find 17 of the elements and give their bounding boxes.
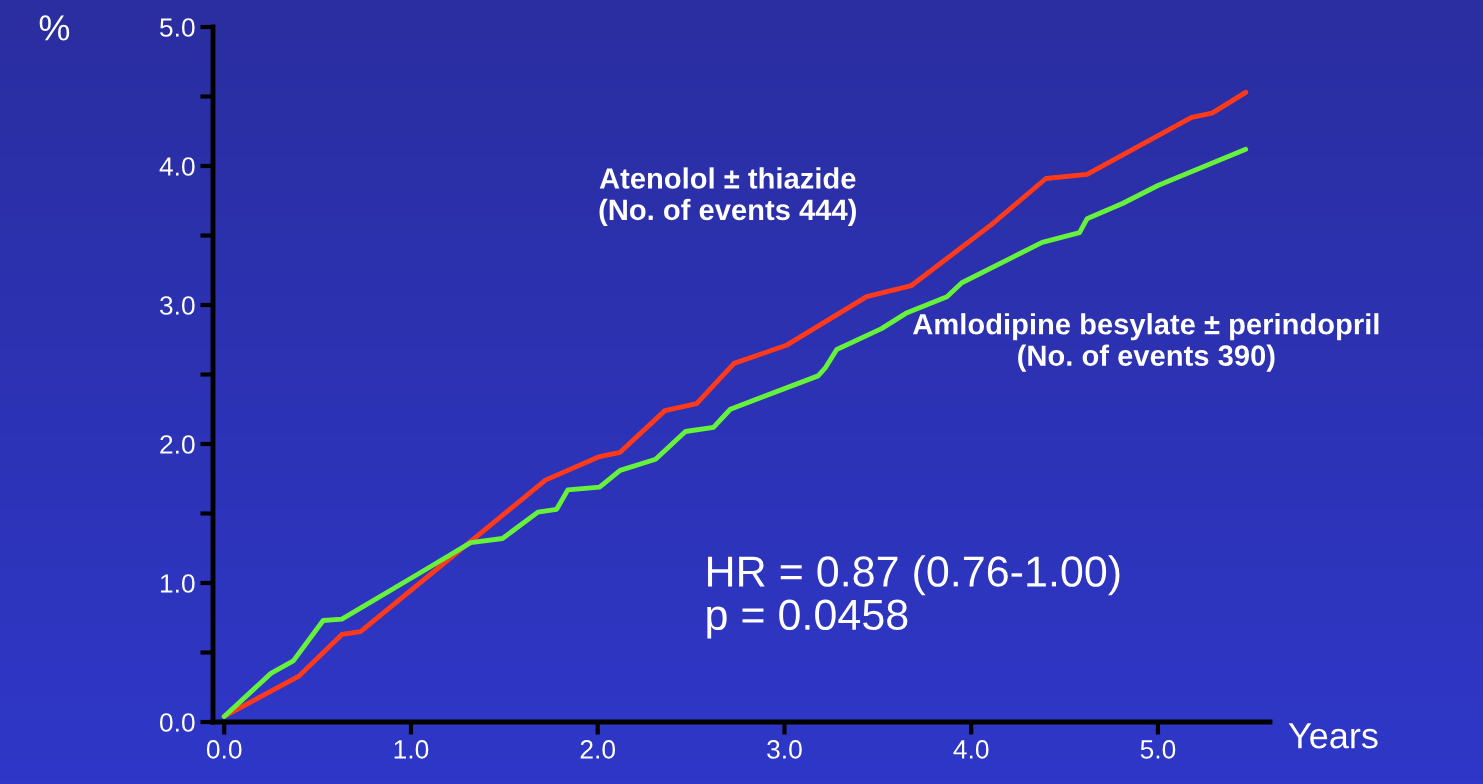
y-tick-label: 1.0 — [160, 574, 195, 593]
annotation: HR = 0.87 (0.76-1.00) p = 0.0458 — [707, 555, 1120, 639]
x-axis-title: Years — [1288, 723, 1378, 749]
x-tick-label: 0.0 — [206, 740, 242, 759]
y-axis-title: % — [39, 15, 70, 41]
y-tick-label: 5.0 — [160, 18, 195, 37]
text: Atenolol ± thiazide (No. of events 444) — [599, 167, 856, 226]
x-tick-label: 4.0 — [953, 740, 989, 759]
y-tick-label: 4.0 — [159, 157, 195, 176]
x-tick-label: 1.0 — [394, 740, 429, 759]
series-label: Amlodipine besylate ± perindopril (No. of events 390) — [912, 313, 1379, 372]
y-tick-label: 2.0 — [160, 435, 195, 454]
y-tick-label: 3.0 — [159, 296, 195, 315]
x-tick-label: 3.0 — [767, 740, 802, 759]
x-tick-label: 2.0 — [580, 740, 616, 759]
x-tick-label: 5.0 — [1140, 740, 1176, 759]
y-tick-label: 0.0 — [159, 713, 195, 732]
